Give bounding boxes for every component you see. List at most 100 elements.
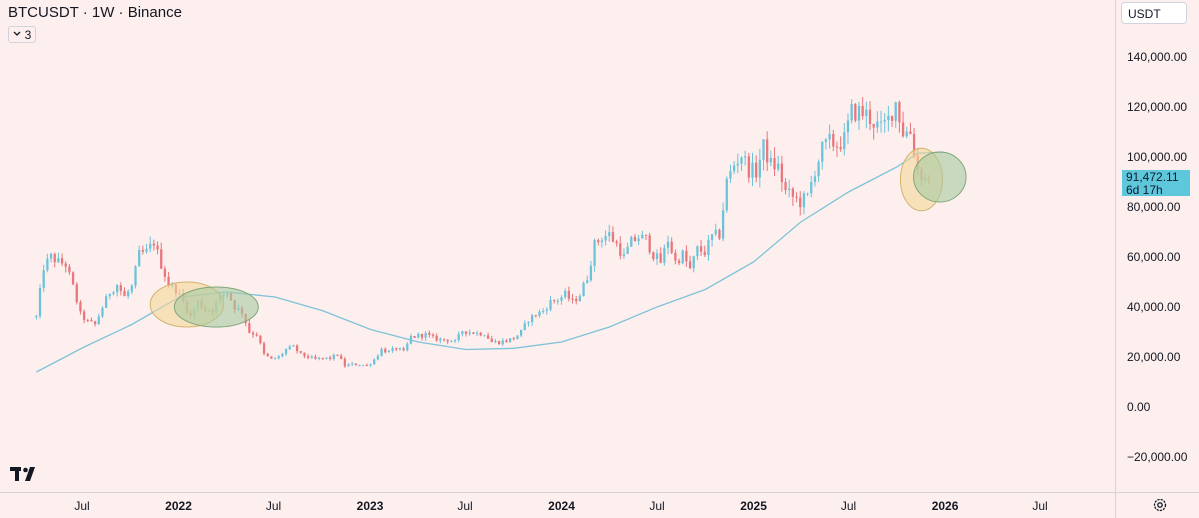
candle-body	[479, 332, 482, 336]
candle-body	[876, 121, 879, 128]
x-tick-label: Jul	[266, 499, 281, 513]
candle-body	[736, 163, 739, 166]
candle-body	[608, 232, 611, 237]
candle-body	[615, 241, 618, 244]
highlight-ellipse-green[interactable]	[913, 151, 967, 203]
candle-body	[788, 188, 791, 191]
candle-body	[284, 349, 288, 354]
candle-body	[501, 340, 504, 345]
candle-body	[560, 297, 563, 301]
candle-body	[358, 365, 361, 367]
candle-body	[732, 165, 736, 172]
candle-body	[670, 241, 673, 253]
gear-icon[interactable]	[1152, 497, 1168, 513]
candle-body	[758, 159, 761, 178]
candle-body	[681, 250, 684, 264]
last-price-label: 91,472.11 6d 17h	[1122, 170, 1190, 196]
candle-body	[273, 358, 277, 360]
candle-body	[564, 290, 567, 298]
candle-body	[872, 123, 875, 128]
time-axis[interactable]: Jul 2022 Jul 2023 Jul 2024 Jul 2025 Jul 2026 Jul	[74, 499, 1047, 513]
y-tick-label: 40,000.00	[1127, 300, 1181, 314]
candle-body	[744, 156, 747, 158]
symbol-title[interactable]: BTCUSDT · 1W · Binance	[8, 4, 182, 21]
tradingview-logo-icon[interactable]	[10, 466, 40, 482]
candle-body	[71, 272, 75, 285]
candle-body	[597, 239, 600, 243]
y-tick-label: 0.00	[1127, 400, 1151, 414]
candle-body	[248, 323, 251, 333]
candle-body	[718, 229, 721, 239]
candle-body	[398, 348, 402, 350]
candle-body	[582, 282, 585, 297]
candle-body	[685, 250, 688, 262]
candle-body	[854, 104, 857, 121]
candle-body	[622, 253, 626, 256]
candle-body	[468, 332, 471, 334]
candle-body	[516, 335, 519, 340]
candle-body	[861, 105, 864, 116]
annotations-layer	[149, 147, 967, 328]
candle-body	[75, 284, 78, 303]
candle-body	[586, 280, 589, 283]
candle-body	[494, 341, 497, 343]
candle-body	[93, 321, 97, 324]
candle-body	[710, 234, 714, 240]
candle-body	[483, 335, 486, 337]
candle-body	[152, 243, 156, 246]
candle-body	[167, 276, 170, 287]
candle-body	[850, 104, 853, 121]
price-axis[interactable]: 140,000.00 120,000.00 100,000.00 80,000.00 6…	[1127, 50, 1188, 464]
candle-body	[828, 133, 831, 140]
candle-body	[369, 364, 372, 366]
candle-body	[472, 332, 475, 334]
candle-body	[578, 296, 582, 302]
x-tick-label: 2023	[357, 499, 384, 513]
currency-selector[interactable]: USDT	[1121, 2, 1187, 24]
candle-body	[762, 139, 765, 160]
candle-body	[306, 356, 310, 358]
indicators-count: 3	[24, 27, 32, 42]
candle-body	[384, 348, 387, 353]
candle-body	[325, 357, 328, 359]
candle-body	[773, 157, 776, 170]
candle-body	[810, 181, 813, 194]
candle-body	[887, 115, 890, 120]
candle-body	[266, 353, 269, 357]
candle-body	[160, 249, 163, 269]
last-price-value: 91,472.11	[1126, 170, 1179, 184]
candle-body	[340, 355, 343, 359]
candle-body	[295, 345, 299, 352]
candle-body	[127, 291, 130, 297]
candle-body	[824, 139, 828, 142]
candle-body	[545, 309, 548, 311]
candle-body	[688, 261, 692, 269]
candle-body	[843, 132, 846, 150]
candle-body	[373, 359, 376, 365]
candle-body	[112, 292, 115, 294]
candle-body	[531, 315, 534, 323]
candle-body	[442, 338, 446, 340]
indicators-collapse-button[interactable]: 3	[8, 26, 36, 43]
candle-body	[57, 258, 60, 263]
candle-body	[751, 162, 754, 178]
x-tick-label: Jul	[649, 499, 664, 513]
candle-body	[817, 161, 820, 177]
candle-body	[659, 253, 662, 263]
candle-body	[791, 188, 795, 197]
candle-body	[299, 351, 302, 353]
candle-body	[619, 243, 622, 256]
candle-body	[553, 300, 556, 302]
y-tick-label: 80,000.00	[1127, 200, 1181, 214]
highlight-ellipse-green[interactable]	[173, 286, 259, 328]
candle-body	[666, 241, 670, 248]
candle-body	[725, 178, 728, 211]
candle-body	[46, 258, 49, 271]
x-tick-label: Jul	[74, 499, 89, 513]
candle-body	[145, 248, 148, 252]
candle-body	[42, 270, 45, 289]
candle-body	[912, 133, 916, 156]
candle-body	[883, 119, 886, 122]
candle-body	[512, 338, 515, 340]
